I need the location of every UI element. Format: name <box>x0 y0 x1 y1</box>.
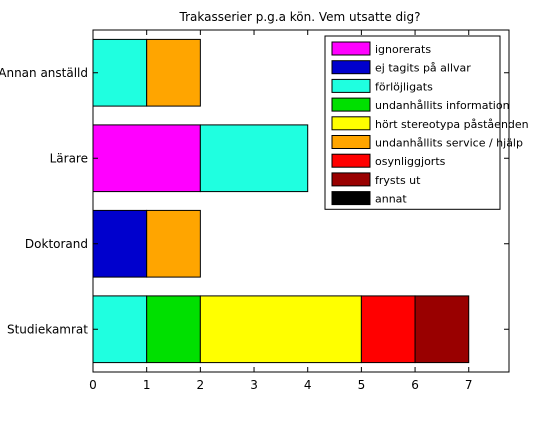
x-tick-label: 0 <box>89 378 97 392</box>
legend-swatch <box>331 60 371 75</box>
legend-swatch <box>331 41 371 56</box>
bar-segment <box>414 295 470 364</box>
legend-label: annat <box>375 193 407 206</box>
bar-segment <box>146 38 201 107</box>
legend-label: hört stereotypa påståenden <box>375 118 529 131</box>
x-tick-label: 7 <box>465 378 473 392</box>
legend-swatch <box>331 191 371 206</box>
bar-segment <box>199 124 309 193</box>
x-tick-label: 3 <box>250 378 258 392</box>
legend-swatch <box>331 172 371 187</box>
legend-swatch <box>331 153 371 168</box>
legend-swatch <box>331 97 371 112</box>
legend-swatch <box>331 116 371 131</box>
y-tick-label: Studiekamrat <box>7 322 88 336</box>
bar-segment <box>92 38 148 107</box>
chart-title: Trakasserier p.g.a kön. Vem utsatte dig? <box>179 10 421 24</box>
bar-segment <box>92 124 201 193</box>
bar-segment <box>199 295 362 364</box>
y-tick-label: Annan anställd <box>0 66 88 80</box>
legend-label: förlöjligats <box>375 80 433 93</box>
legend-label: undanhållits service / hjälp <box>375 137 523 150</box>
y-tick-label: Doktorand <box>25 237 88 251</box>
legend-swatch <box>331 78 371 93</box>
x-tick-label: 4 <box>304 378 312 392</box>
bar-segment <box>146 295 201 364</box>
legend-label: osynliggjorts <box>375 155 446 168</box>
legend-label: frysts ut <box>375 174 421 187</box>
legend-label: ignorerats <box>375 43 431 56</box>
bar-segment <box>92 209 148 278</box>
x-tick-label: 6 <box>411 378 419 392</box>
x-tick-label: 1 <box>143 378 151 392</box>
legend-label: undanhållits information <box>375 99 510 112</box>
y-tick-label: Lärare <box>50 151 88 165</box>
x-tick-label: 2 <box>197 378 205 392</box>
legend-swatch <box>331 135 371 149</box>
legend-label: ej tagits på allvar <box>375 62 471 75</box>
bar-segment <box>146 209 201 278</box>
bar-segment <box>92 295 148 364</box>
x-tick-label: 5 <box>358 378 366 392</box>
bar-segment <box>360 295 416 364</box>
